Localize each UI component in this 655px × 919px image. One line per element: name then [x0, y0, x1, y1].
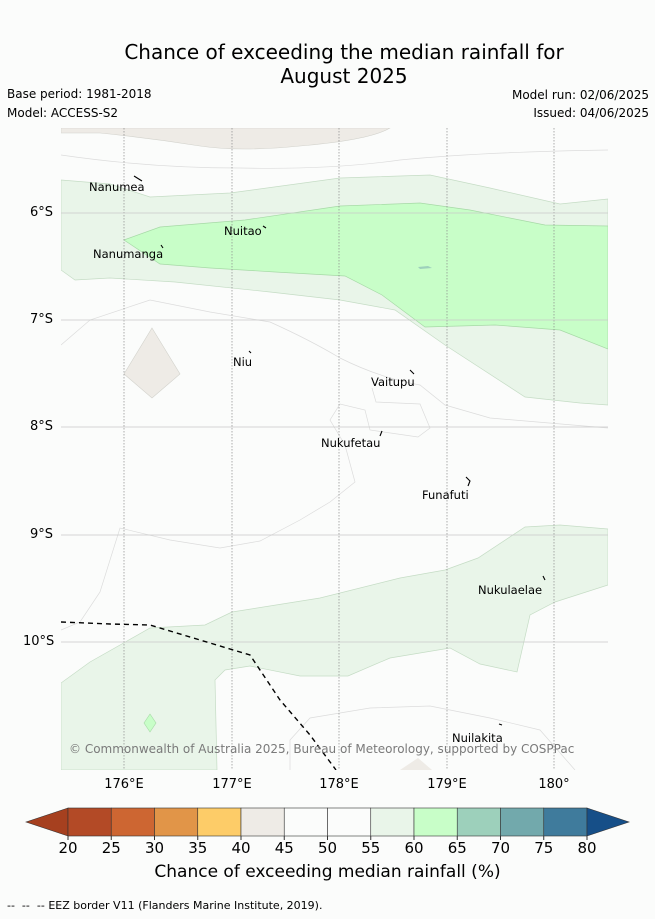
colorbar-label: 75	[534, 839, 554, 857]
colorbar-label: 55	[361, 839, 381, 857]
label-vaitupu: Vaitupu	[371, 375, 415, 389]
colorbar-cell	[370, 807, 415, 837]
tan-area-south	[400, 758, 432, 770]
label-niu: Niu	[233, 355, 252, 369]
label-nuitao: Nuitao	[224, 224, 262, 238]
colorbar-label: 35	[188, 839, 208, 857]
base-period: Base period: 1981-2018	[7, 87, 152, 101]
tan-area-north	[61, 128, 391, 150]
label-funafuti: Funafuti	[422, 488, 469, 502]
colorbar-label: 40	[231, 839, 251, 857]
colorbar-label: 80	[577, 839, 597, 857]
label-nanumea: Nanumea	[89, 180, 145, 194]
eez-border	[61, 621, 337, 770]
colorbar-label: 45	[274, 839, 294, 857]
eez-legend-line: -- -- --	[7, 899, 49, 912]
lon-tick-180: 180°	[538, 777, 570, 792]
green-spot-south	[143, 713, 157, 733]
colorbar-cell	[240, 807, 285, 837]
lon-tick-177: 177°E	[212, 777, 252, 792]
latitude-lines	[61, 212, 608, 643]
lat-tick-6: 6°S	[30, 205, 54, 220]
colorbar-cell	[283, 807, 328, 837]
colorbar-label: 65	[447, 839, 467, 857]
colorbar-cell	[543, 807, 588, 837]
colorbar-label: 20	[58, 839, 78, 857]
lat-tick-8: 8°S	[30, 419, 54, 434]
label-nukufetau: Nukufetau	[321, 436, 380, 450]
colorbar-label: 50	[317, 839, 338, 857]
issued-date: Issued: 04/06/2025	[533, 106, 649, 120]
green-area-north	[123, 202, 608, 350]
colorbar-cell	[500, 807, 545, 837]
colorbar-label: 25	[101, 839, 121, 857]
colorbar-cell	[110, 807, 155, 837]
colorbar-title: Chance of exceeding median rainfall (%)	[154, 862, 501, 882]
model-run: Model run: 02/06/2025	[511, 88, 649, 102]
lat-tick-9: 9°S	[30, 527, 54, 542]
green-spot-east	[418, 266, 432, 269]
colorbar-cell	[413, 807, 458, 837]
map-area	[61, 128, 608, 770]
colorbar-label: 30	[144, 839, 165, 857]
lon-tick-178: 178°E	[319, 777, 359, 792]
colorbar-cell	[197, 807, 242, 837]
colorbar-cell	[327, 807, 372, 837]
copyright-notice: © Commonwealth of Australia 2025, Bureau…	[69, 742, 574, 756]
colorbar	[25, 807, 630, 840]
island-shapes	[133, 175, 546, 726]
grid-lines	[123, 128, 555, 770]
eez-legend-text: EEZ border V11 (Flanders Marine Institut…	[48, 899, 323, 912]
colorbar-cell	[456, 807, 501, 837]
colorbar-label: 60	[404, 839, 424, 857]
map-title-line1: Chance of exceeding the median rainfall …	[124, 40, 564, 64]
lat-tick-7: 7°S	[30, 312, 54, 327]
colorbar-over-arrow	[586, 807, 630, 837]
colorbar-label: 70	[490, 839, 511, 857]
lat-tick-10: 10°S	[23, 634, 55, 649]
model-name: Model: ACCESS-S2	[7, 106, 119, 120]
label-nukulaelae: Nukulaelae	[478, 583, 542, 597]
eez-legend: -- -- -- EEZ border V11 (Flanders Marine…	[7, 899, 322, 912]
label-nanumanga: Nanumanga	[93, 247, 163, 261]
lon-tick-179: 179°E	[427, 777, 467, 792]
colorbar-cell	[154, 807, 199, 837]
colorbar-under-arrow	[25, 807, 69, 837]
contour-lines	[61, 149, 608, 770]
tan-area-west	[123, 327, 181, 399]
label-nuilakita: Nuilakita	[452, 731, 503, 745]
light-green-area-south	[61, 524, 608, 770]
colorbar-cell	[67, 807, 112, 837]
lon-tick-176: 176°E	[104, 777, 144, 792]
map-title-line2: August 2025	[280, 64, 408, 88]
